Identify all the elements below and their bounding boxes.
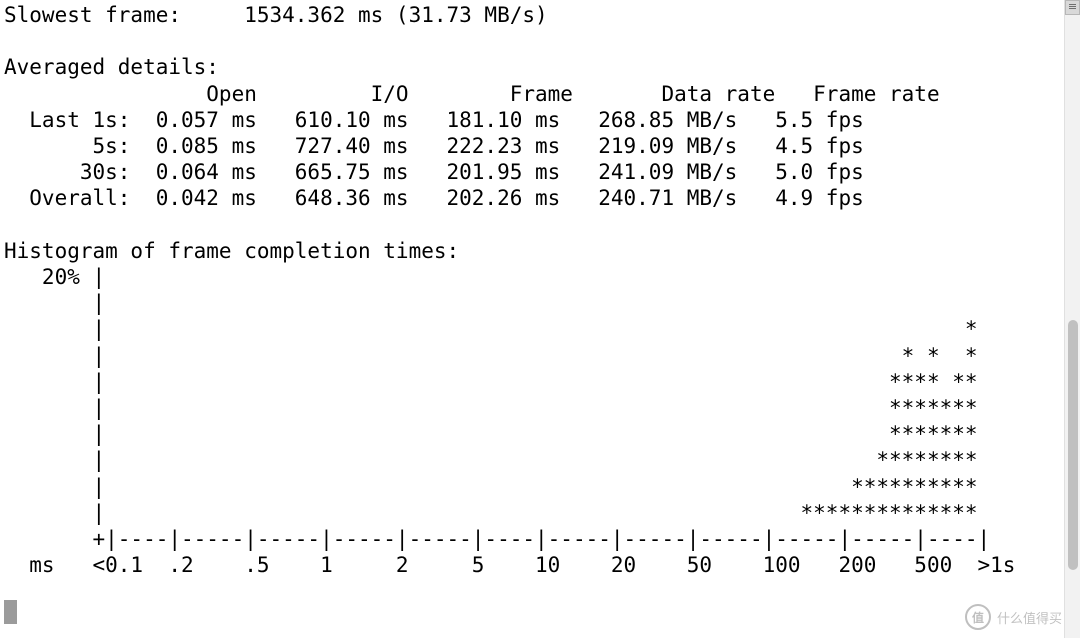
histogram-axis: +|----|-----|-----|-----|-----|----|----… (4, 527, 990, 551)
histogram-row-0: 20% | (4, 265, 105, 289)
terminal-cursor (4, 600, 17, 624)
histogram-row-3: | * * * (4, 344, 990, 368)
averaged-row-30s: 30s: 0.064 ms 665.75 ms 201.95 ms 241.09… (4, 160, 864, 184)
scrollbar-track[interactable] (1064, 0, 1080, 638)
averaged-row-last1s: Last 1s: 0.057 ms 610.10 ms 181.10 ms 26… (4, 108, 864, 132)
histogram-row-8: | ********** (4, 475, 990, 499)
histogram-row-7: | ******** (4, 448, 990, 472)
histogram-row-1: | (4, 291, 105, 315)
histogram-row-4: | **** ** (4, 370, 990, 394)
slowest-frame-line: Slowest frame: 1534.362 ms (31.73 MB/s) (4, 3, 548, 27)
histogram-ticks: ms <0.1 .2 .5 1 2 5 10 20 50 100 200 500… (4, 553, 1015, 577)
averaged-row-5s: 5s: 0.085 ms 727.40 ms 222.23 ms 219.09 … (4, 134, 864, 158)
histogram-heading: Histogram of frame completion times: (4, 239, 459, 263)
watermark: 值 什么值得买 (965, 604, 1062, 630)
averaged-row-overall: Overall: 0.042 ms 648.36 ms 202.26 ms 24… (4, 186, 864, 210)
histogram-row-5: | ******* (4, 396, 990, 420)
watermark-text: 什么值得买 (997, 608, 1062, 627)
watermark-badge-icon: 值 (965, 604, 991, 630)
histogram-row-9: | ************** (4, 501, 990, 525)
scrollbar-thumb[interactable] (1068, 320, 1078, 570)
histogram-row-6: | ******* (4, 422, 990, 446)
histogram-row-2: | * (4, 317, 990, 341)
terminal-output: Slowest frame: 1534.362 ms (31.73 MB/s) … (0, 0, 1080, 580)
averaged-header-row: Open I/O Frame Data rate Frame rate (4, 82, 940, 106)
scrollbar-button-icon[interactable] (1065, 0, 1080, 15)
averaged-heading: Averaged details: (4, 55, 219, 79)
